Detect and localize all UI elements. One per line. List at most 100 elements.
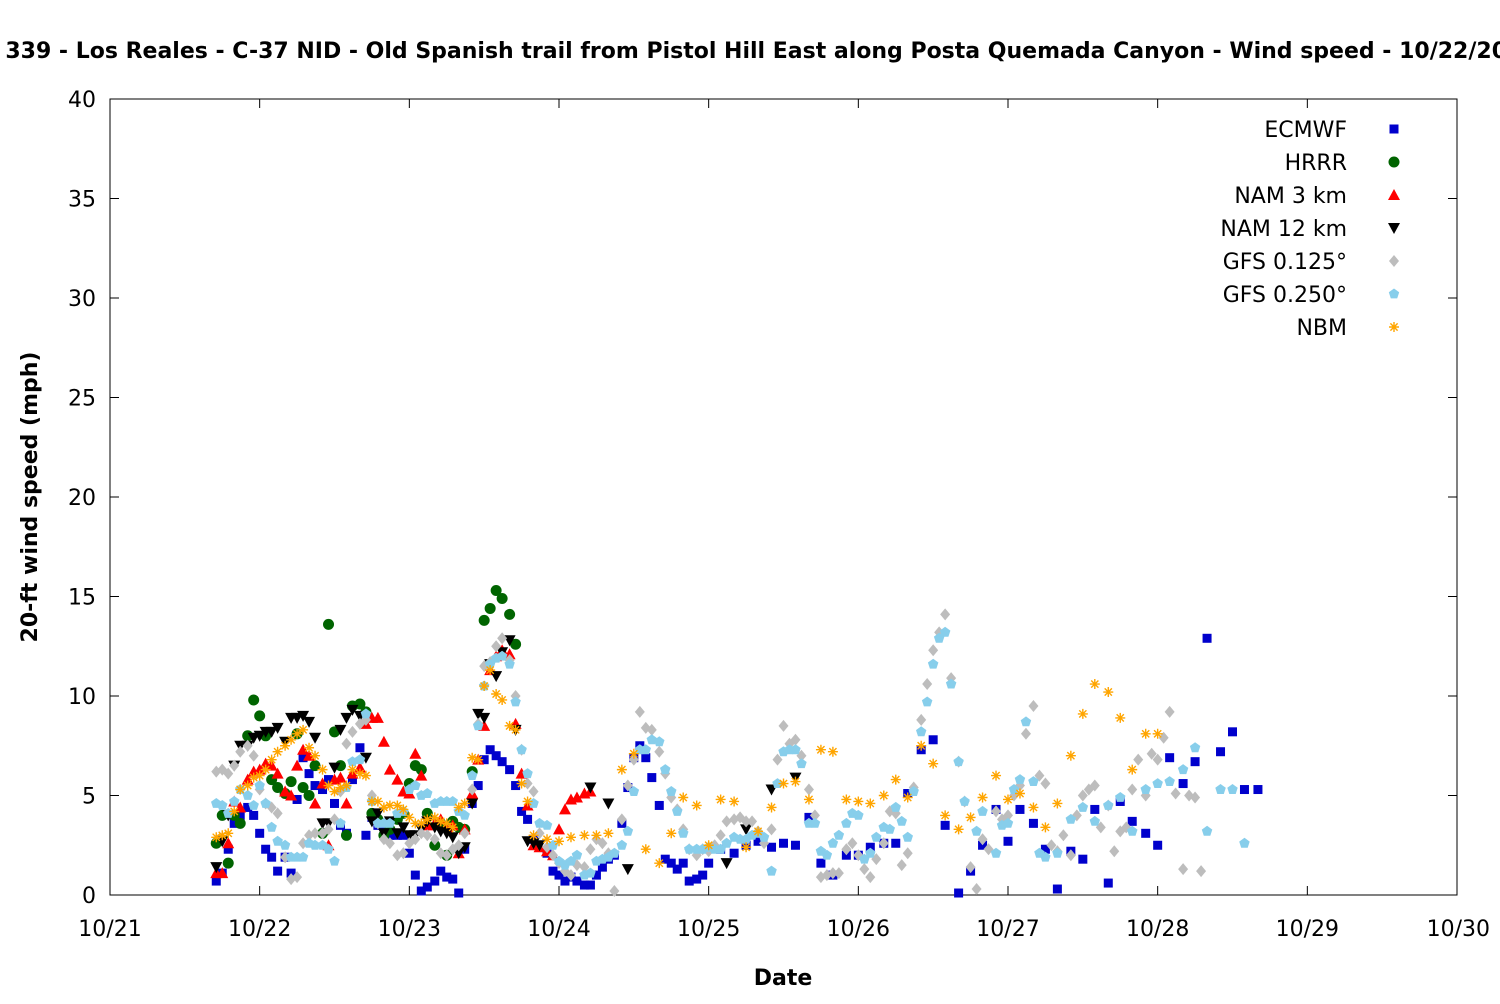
data-point (229, 806, 240, 817)
data-point (310, 781, 320, 791)
data-point (1078, 854, 1088, 864)
data-point (628, 748, 639, 759)
data-point (459, 798, 470, 809)
data-point (640, 744, 651, 755)
data-point (990, 847, 1002, 858)
data-point (878, 790, 889, 801)
data-point (372, 796, 383, 807)
data-point (1115, 792, 1126, 802)
data-point (741, 815, 752, 828)
data-point (1089, 815, 1100, 826)
data-point (260, 798, 271, 808)
data-point (927, 658, 939, 669)
data-point (453, 802, 464, 813)
data-point (497, 632, 508, 645)
data-point (467, 770, 478, 780)
series-nbm (211, 665, 1163, 869)
data-point (265, 726, 278, 738)
data-point (429, 833, 440, 846)
data-point (397, 822, 410, 834)
data-point (309, 797, 322, 809)
x-tick-label: 10/23 (378, 917, 441, 942)
data-point (504, 658, 515, 669)
data-point (654, 736, 665, 747)
data-point (953, 824, 964, 835)
x-tick-label: 10/24 (527, 917, 590, 942)
data-point (491, 751, 501, 761)
x-tick-label: 10/26 (827, 917, 890, 942)
data-point (242, 780, 253, 791)
data-point (666, 786, 677, 796)
data-point (554, 836, 564, 847)
data-point (741, 842, 752, 853)
data-point (415, 769, 428, 781)
data-point (266, 754, 277, 765)
data-point (940, 608, 951, 621)
data-point (467, 783, 478, 796)
data-point (1152, 728, 1163, 739)
data-point (323, 823, 334, 836)
data-point (821, 849, 833, 860)
data-point (354, 754, 366, 765)
data-point (467, 752, 478, 763)
data-point (323, 780, 334, 791)
data-point (1089, 779, 1100, 792)
data-point (660, 854, 670, 864)
data-point (1052, 847, 1063, 858)
data-point (1109, 845, 1120, 858)
y-tick-label: 0 (82, 884, 96, 909)
data-point (416, 818, 427, 829)
data-point (871, 831, 882, 842)
data-point (1178, 779, 1188, 789)
data-point (778, 778, 789, 789)
data-point (542, 834, 553, 845)
data-point (528, 830, 539, 841)
data-point (779, 838, 788, 848)
data-point (591, 870, 601, 880)
data-point (609, 885, 620, 898)
data-point (991, 805, 1002, 818)
data-point (1003, 809, 1013, 822)
data-point (921, 696, 933, 707)
data-point (1028, 818, 1038, 828)
data-point (223, 844, 233, 854)
data-point (554, 870, 564, 880)
data-point (459, 827, 470, 840)
legend-label: GFS 0.125° (1223, 250, 1347, 275)
data-point (1052, 884, 1062, 894)
data-point (684, 843, 695, 854)
data-point (1178, 863, 1189, 876)
data-point (309, 732, 322, 744)
data-point (778, 719, 789, 732)
data-point (398, 804, 409, 815)
data-point (404, 848, 414, 858)
data-point (248, 749, 259, 762)
data-point (210, 862, 223, 874)
data-point (211, 876, 221, 886)
data-point (472, 708, 485, 720)
data-point (790, 733, 801, 746)
data-point (422, 788, 433, 798)
data-point (235, 784, 246, 795)
data-point (248, 772, 259, 783)
data-point (809, 817, 821, 828)
data-point (505, 765, 515, 775)
data-point (616, 764, 627, 775)
data-point (485, 665, 496, 676)
data-point (896, 859, 907, 872)
data-point (446, 832, 459, 844)
data-point (1216, 747, 1226, 757)
series-gfs-0-125 (211, 608, 1207, 898)
data-point (273, 866, 283, 876)
data-point (223, 807, 234, 818)
legend-marker (1388, 189, 1400, 200)
data-point (1201, 825, 1213, 836)
data-point (297, 743, 310, 755)
data-point (1140, 784, 1151, 794)
data-point (827, 837, 839, 848)
data-point (478, 712, 491, 724)
data-point (1164, 705, 1175, 718)
data-point (223, 828, 234, 839)
data-point (504, 608, 516, 620)
